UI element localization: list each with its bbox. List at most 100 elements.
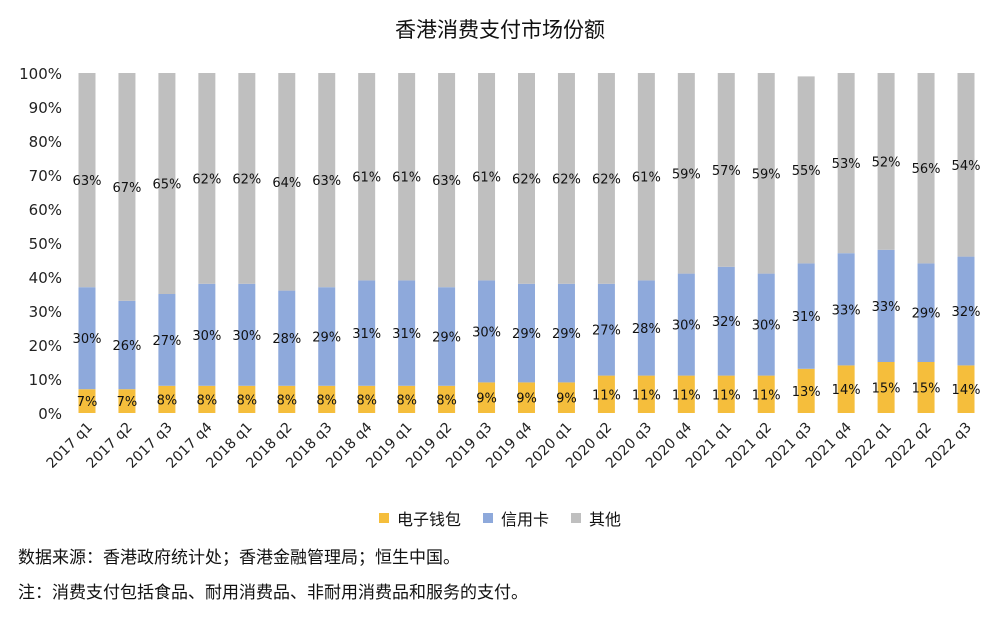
data-label: 61% bbox=[472, 171, 501, 186]
y-tick-label: 40% bbox=[29, 269, 62, 287]
bar-segment bbox=[957, 365, 975, 413]
bar-segment bbox=[677, 273, 695, 376]
bar-segment bbox=[398, 280, 416, 386]
bar-segment bbox=[637, 375, 655, 413]
bar-segment bbox=[398, 385, 416, 413]
data-label: 33% bbox=[832, 303, 861, 318]
bar-segment bbox=[438, 287, 456, 386]
y-tick-label: 50% bbox=[29, 235, 62, 253]
bar-segment bbox=[837, 73, 855, 254]
bar-segment bbox=[478, 73, 496, 281]
bar-segment bbox=[877, 362, 895, 413]
bar-segment bbox=[78, 287, 96, 390]
data-label: 8% bbox=[396, 393, 417, 408]
bar-segment bbox=[158, 73, 176, 294]
bar-segment bbox=[837, 365, 855, 413]
y-tick-label: 90% bbox=[29, 99, 62, 117]
data-label: 61% bbox=[352, 171, 381, 186]
data-label: 30% bbox=[192, 329, 221, 344]
data-label: 15% bbox=[872, 382, 901, 397]
source-note: 数据来源：香港政府统计处；香港金融管理局；恒生中国。 bbox=[18, 548, 460, 568]
bar-segment bbox=[837, 253, 855, 366]
bar-segment bbox=[597, 375, 615, 413]
data-label: 54% bbox=[952, 159, 981, 174]
data-label: 29% bbox=[432, 331, 461, 346]
data-label: 59% bbox=[672, 167, 701, 182]
data-label: 8% bbox=[237, 393, 258, 408]
bar-segment bbox=[158, 294, 176, 386]
y-tick-label: 10% bbox=[29, 371, 62, 389]
data-label: 27% bbox=[592, 324, 621, 339]
bar-segment bbox=[597, 283, 615, 376]
data-label: 7% bbox=[77, 395, 98, 410]
data-label: 11% bbox=[592, 388, 621, 403]
bar-segment bbox=[118, 73, 136, 301]
bar-segment bbox=[957, 256, 975, 366]
bar-segment bbox=[557, 283, 575, 383]
data-label: 29% bbox=[512, 327, 541, 342]
data-label: 63% bbox=[73, 174, 102, 189]
bar-segment bbox=[877, 73, 895, 250]
data-label: 29% bbox=[912, 307, 941, 322]
bar-segment bbox=[757, 375, 775, 413]
bar-segment bbox=[358, 280, 376, 386]
bar-segment bbox=[677, 375, 695, 413]
data-label: 28% bbox=[272, 332, 301, 347]
legend-item-e-wallet: 电子钱包 bbox=[378, 506, 461, 530]
bar-segment bbox=[797, 368, 815, 413]
data-label: 13% bbox=[792, 385, 821, 400]
data-label: 64% bbox=[272, 176, 301, 191]
bar-segment bbox=[557, 73, 575, 284]
bar-segment bbox=[717, 73, 735, 267]
bar-segment bbox=[358, 385, 376, 413]
data-label: 32% bbox=[952, 305, 981, 320]
bar-segment bbox=[957, 73, 975, 257]
bar-segment bbox=[797, 263, 815, 369]
bar-segment bbox=[478, 382, 496, 413]
y-tick-label: 0% bbox=[38, 405, 62, 423]
data-label: 26% bbox=[113, 339, 142, 354]
bar-segment bbox=[438, 73, 456, 288]
data-label: 52% bbox=[872, 155, 901, 170]
data-label: 14% bbox=[952, 383, 981, 398]
bar-segment bbox=[557, 382, 575, 413]
bar-segment bbox=[238, 73, 256, 284]
legend-item-other: 其他 bbox=[571, 506, 621, 530]
data-label: 31% bbox=[392, 327, 421, 342]
bar-segment bbox=[717, 375, 735, 413]
bar-segment bbox=[118, 389, 136, 413]
legend-swatch bbox=[571, 513, 581, 523]
bar-segment bbox=[917, 73, 935, 264]
data-label: 30% bbox=[752, 319, 781, 334]
data-label: 61% bbox=[392, 171, 421, 186]
bar-segment bbox=[198, 385, 216, 413]
stacked-bar-chart: 0% 10% 20% 30% 40% 50% 60% 70% 80% 90% 100% 7% 30% 63… bbox=[19, 65, 981, 472]
data-label: 9% bbox=[556, 392, 577, 407]
data-label: 9% bbox=[476, 392, 497, 407]
data-label: 8% bbox=[356, 393, 377, 408]
bar-segment bbox=[637, 280, 655, 376]
bar-segment bbox=[877, 249, 895, 362]
chart-title: 香港消费支付市场份额 bbox=[395, 18, 605, 42]
y-tick-label: 100% bbox=[19, 65, 62, 83]
data-label: 29% bbox=[312, 331, 341, 346]
bar-segment bbox=[358, 73, 376, 281]
legend-swatch bbox=[378, 513, 389, 523]
data-label: 11% bbox=[632, 388, 661, 403]
y-tick-label: 30% bbox=[29, 303, 62, 321]
bar-segment bbox=[757, 273, 775, 376]
bar-segment bbox=[917, 263, 935, 362]
bar-segment bbox=[318, 287, 336, 386]
data-label: 8% bbox=[197, 393, 218, 408]
data-label: 62% bbox=[232, 172, 261, 187]
data-label: 15% bbox=[912, 382, 941, 397]
bar-segment bbox=[717, 266, 735, 376]
y-tick-label: 60% bbox=[29, 201, 62, 219]
bar-segment bbox=[518, 283, 535, 383]
data-label: 65% bbox=[152, 178, 181, 193]
bar-segment bbox=[478, 280, 496, 383]
data-label: 63% bbox=[432, 174, 461, 189]
y-tick-label: 20% bbox=[29, 337, 62, 355]
legend-label: 信用卡 bbox=[500, 510, 549, 529]
